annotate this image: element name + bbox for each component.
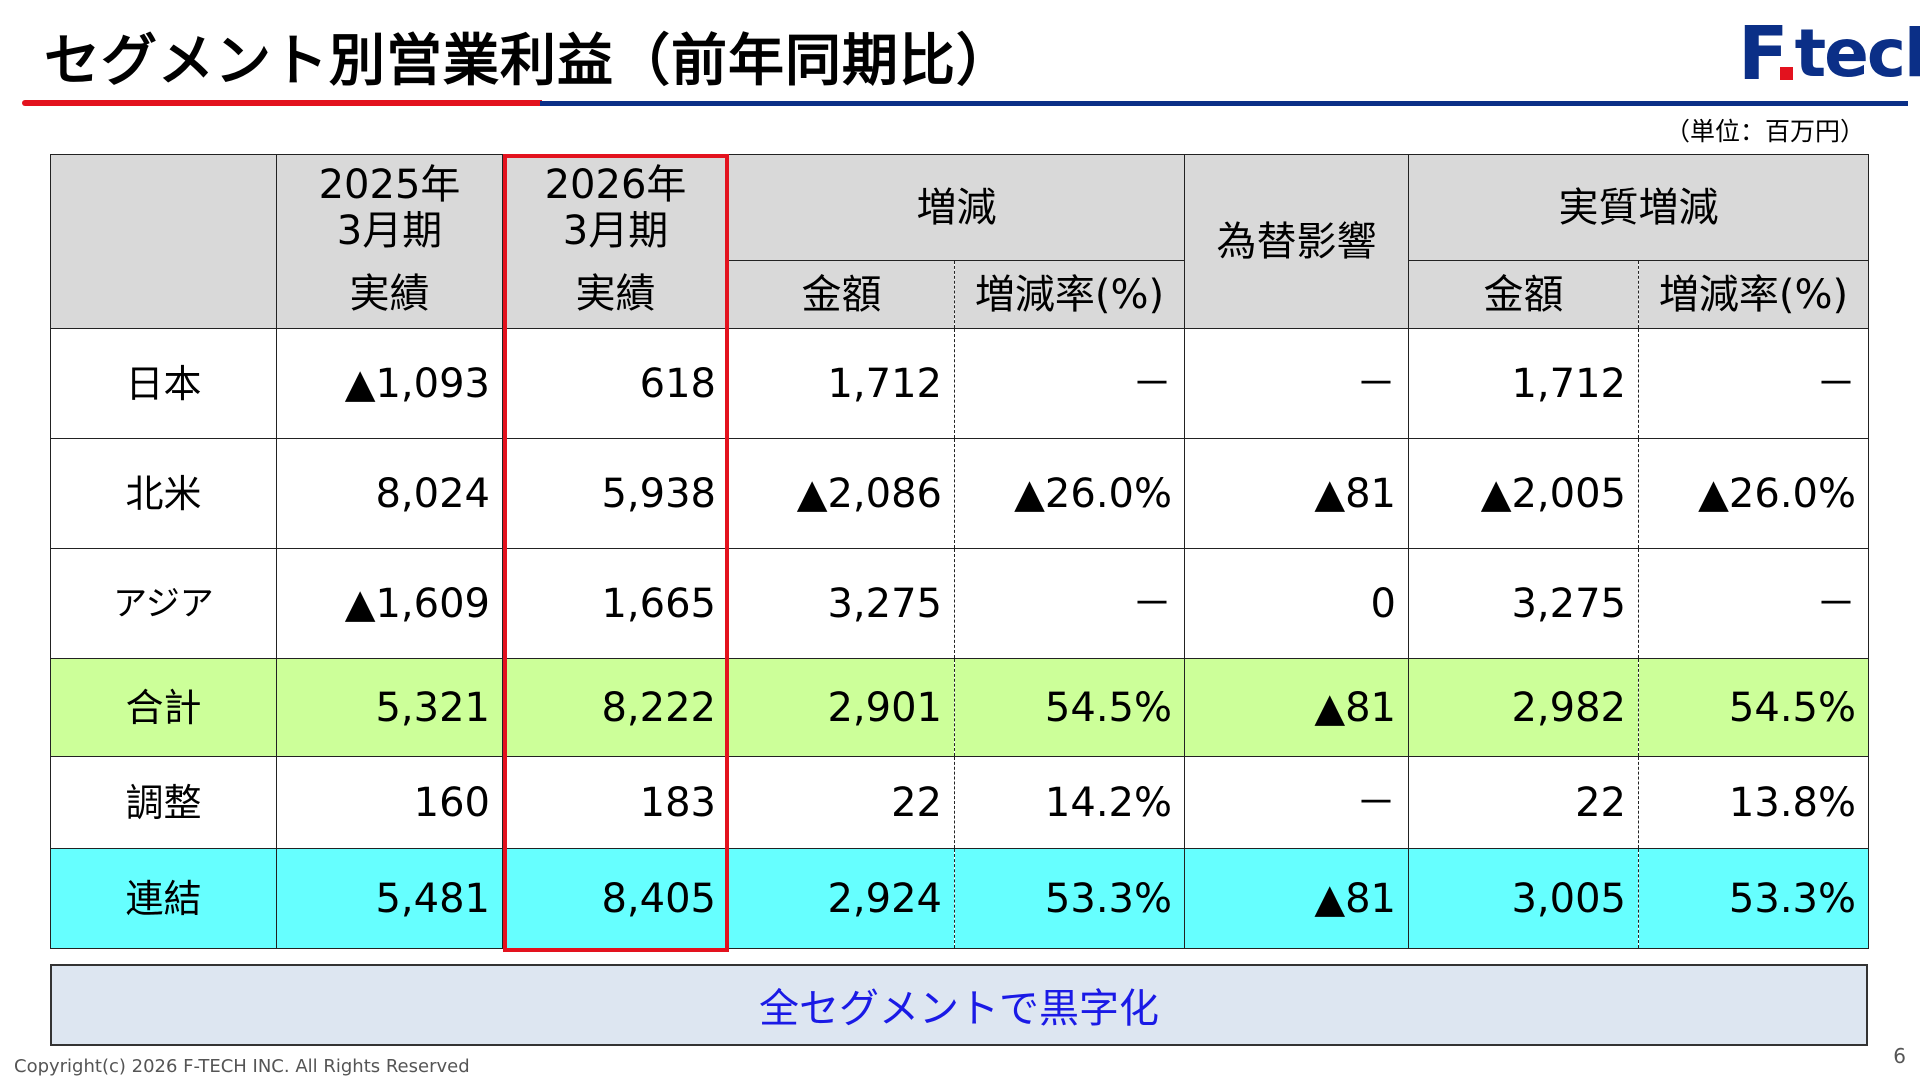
fy2026-value: 618	[502, 328, 729, 439]
table-row-total: 合計 5,321 8,222 2,901 54.5% ▲81 2,982 54.…	[50, 658, 1869, 757]
change-rate: ▲26.0%	[954, 438, 1185, 549]
table-row-adjustment: 調整 160 183 22 14.2% － 22 13.8%	[50, 756, 1869, 849]
header-real-rate: 増減率(%)	[1638, 260, 1869, 329]
fx-impact: －	[1184, 328, 1409, 439]
header-change: 増減	[728, 154, 1185, 261]
change-amount: 2,901	[728, 658, 955, 757]
logo-text: tech	[1794, 15, 1920, 92]
header-actual-2026: 実績	[502, 260, 729, 329]
change-rate: 14.2%	[954, 756, 1185, 849]
unit-label: （単位：百万円）	[1664, 117, 1865, 146]
header-change-amount: 金額	[728, 260, 955, 329]
fx-impact: ▲81	[1184, 438, 1409, 549]
fy2025-value: 160	[276, 756, 503, 849]
fy2026-value: 183	[502, 756, 729, 849]
fy2025-value: 5,321	[276, 658, 503, 757]
fy2026-value: 5,938	[502, 438, 729, 549]
real-rate: 53.3%	[1638, 848, 1869, 949]
real-rate: －	[1638, 548, 1869, 659]
page-number: 6	[1893, 1044, 1906, 1068]
change-rate: 53.3%	[954, 848, 1185, 949]
header-fy2026: 2026年 3月期	[502, 154, 729, 261]
copyright-text: Copyright(c) 2026 F-TECH INC. All Rights…	[14, 1056, 470, 1077]
table-row-japan: 日本 ▲1,093 618 1,712 － － 1,712 －	[50, 328, 1869, 439]
real-amount: 2,982	[1408, 658, 1639, 757]
header-segment-blank	[50, 154, 277, 329]
change-amount: ▲2,086	[728, 438, 955, 549]
fx-impact: ▲81	[1184, 658, 1409, 757]
header-fy2025: 2025年 3月期	[276, 154, 503, 261]
fx-impact: ▲81	[1184, 848, 1409, 949]
fx-impact: －	[1184, 756, 1409, 849]
fy2026-value: 8,222	[502, 658, 729, 757]
fy2026-value: 8,405	[502, 848, 729, 949]
table-row-north-america: 北米 8,024 5,938 ▲2,086 ▲26.0% ▲81 ▲2,005 …	[50, 438, 1869, 549]
real-rate: ▲26.0%	[1638, 438, 1869, 549]
change-rate: －	[954, 328, 1185, 439]
header-actual-2025: 実績	[276, 260, 503, 329]
fy2025-value: 5,481	[276, 848, 503, 949]
header-real-change: 実質増減	[1408, 154, 1869, 261]
change-rate: 54.5%	[954, 658, 1185, 757]
change-amount: 2,924	[728, 848, 955, 949]
table-row-consolidated: 連結 5,481 8,405 2,924 53.3% ▲81 3,005 53.…	[50, 848, 1869, 949]
segment-name: 連結	[50, 848, 277, 949]
title-underline-red	[22, 100, 542, 106]
change-amount: 1,712	[728, 328, 955, 439]
segment-name: 合計	[50, 658, 277, 757]
real-rate: 13.8%	[1638, 756, 1869, 849]
summary-banner: 全セグメントで黒字化	[50, 964, 1868, 1046]
segment-name: 日本	[50, 328, 277, 439]
fx-impact: 0	[1184, 548, 1409, 659]
change-amount: 3,275	[728, 548, 955, 659]
header-change-rate: 増減率(%)	[954, 260, 1185, 329]
change-amount: 22	[728, 756, 955, 849]
real-rate: 54.5%	[1638, 658, 1869, 757]
fy2025-value: 8,024	[276, 438, 503, 549]
change-rate: －	[954, 548, 1185, 659]
segment-name: アジア	[50, 548, 277, 659]
title-underline-blue	[540, 101, 1908, 106]
table-row-asia: アジア ▲1,609 1,665 3,275 － 0 3,275 －	[50, 548, 1869, 659]
real-amount: ▲2,005	[1408, 438, 1639, 549]
header-real-amount: 金額	[1408, 260, 1639, 329]
real-rate: －	[1638, 328, 1869, 439]
fy2025-value: ▲1,609	[276, 548, 503, 659]
real-amount: 3,275	[1408, 548, 1639, 659]
real-amount: 3,005	[1408, 848, 1639, 949]
page-title: セグメント別営業利益（前年同期比）	[44, 29, 1013, 94]
fy2026-value: 1,665	[502, 548, 729, 659]
segment-profit-table: 2025年 3月期 2026年 3月期 増減 為替影響 実質増減 実績 実績 金…	[50, 154, 1869, 949]
company-logo: F tech	[1738, 15, 1920, 92]
header-fx-impact: 為替影響	[1184, 154, 1409, 329]
fy2025-value: ▲1,093	[276, 328, 503, 439]
real-amount: 1,712	[1408, 328, 1639, 439]
real-amount: 22	[1408, 756, 1639, 849]
logo-red-square	[1779, 67, 1793, 80]
segment-name: 調整	[50, 756, 277, 849]
segment-name: 北米	[50, 438, 277, 549]
